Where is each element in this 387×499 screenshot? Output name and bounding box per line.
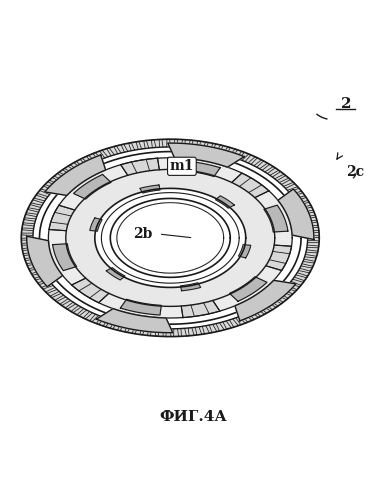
Polygon shape (66, 169, 275, 306)
Polygon shape (121, 158, 159, 175)
Polygon shape (278, 189, 314, 240)
Polygon shape (90, 218, 102, 231)
Text: m1: m1 (170, 159, 194, 173)
Polygon shape (264, 205, 288, 232)
Text: 2b: 2b (134, 227, 153, 241)
Polygon shape (74, 175, 111, 199)
Text: ФИГ.4А: ФИГ.4А (159, 410, 228, 424)
Polygon shape (39, 152, 301, 324)
Polygon shape (72, 278, 109, 303)
Polygon shape (140, 185, 160, 193)
Polygon shape (27, 236, 63, 287)
Polygon shape (232, 173, 269, 198)
Polygon shape (96, 308, 173, 333)
Polygon shape (216, 196, 234, 208)
Polygon shape (235, 280, 296, 321)
Polygon shape (266, 245, 291, 270)
Polygon shape (238, 245, 251, 258)
Polygon shape (49, 205, 75, 231)
Polygon shape (179, 161, 220, 177)
Polygon shape (120, 299, 161, 315)
Polygon shape (180, 283, 201, 291)
Polygon shape (106, 267, 125, 280)
Polygon shape (95, 188, 246, 287)
Polygon shape (229, 277, 267, 301)
Polygon shape (48, 158, 292, 318)
Polygon shape (168, 143, 244, 167)
Polygon shape (45, 155, 106, 196)
Polygon shape (53, 244, 77, 270)
Text: 2c: 2c (346, 165, 365, 179)
Polygon shape (117, 203, 224, 273)
Text: 2: 2 (341, 97, 352, 111)
Polygon shape (21, 139, 319, 336)
Polygon shape (181, 300, 220, 317)
